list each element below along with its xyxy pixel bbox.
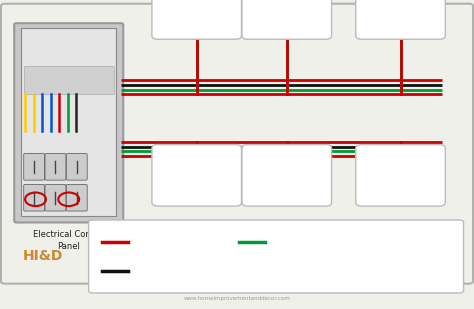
Text: Circuit 2: Circuit 2 [272, 23, 302, 29]
FancyBboxPatch shape [1, 4, 473, 284]
Text: Phase: Phase [133, 237, 155, 246]
Text: amp: amp [432, 237, 452, 246]
Text: amp: amp [432, 267, 452, 276]
Text: 32: 32 [422, 267, 432, 276]
FancyBboxPatch shape [24, 66, 114, 94]
FancyBboxPatch shape [24, 184, 45, 211]
Text: HI&D: HI&D [22, 249, 63, 264]
FancyBboxPatch shape [45, 154, 66, 180]
FancyBboxPatch shape [45, 184, 66, 211]
Text: Second
Washroom: Second Washroom [265, 157, 308, 177]
FancyBboxPatch shape [14, 23, 123, 222]
FancyBboxPatch shape [356, 0, 445, 39]
FancyBboxPatch shape [89, 220, 464, 293]
FancyBboxPatch shape [66, 184, 87, 211]
Text: www.homeimprovementanddecor.com: www.homeimprovementanddecor.com [183, 296, 291, 301]
Text: Circuit 1: Circuit 1 [182, 23, 212, 29]
Text: Circuit 3: Circuit 3 [385, 23, 416, 29]
Text: First
Washroom: First Washroom [265, 0, 308, 11]
FancyBboxPatch shape [66, 154, 87, 180]
FancyBboxPatch shape [242, 145, 331, 206]
Text: 16: 16 [422, 237, 432, 246]
Text: First
Bedroom: First Bedroom [178, 0, 215, 11]
FancyBboxPatch shape [242, 0, 331, 39]
FancyBboxPatch shape [24, 154, 45, 180]
Text: Circuit 5: Circuit 5 [386, 237, 419, 246]
FancyBboxPatch shape [152, 145, 241, 206]
Text: Circuit 6: Circuit 6 [386, 267, 419, 276]
Text: Line: Line [159, 267, 177, 276]
Text: Circuit 2: Circuit 2 [272, 190, 302, 196]
Text: Second
Bedroom: Second Bedroom [178, 157, 215, 177]
Text: Line: Line [153, 237, 171, 246]
Text: Circuit 4: Circuit 4 [182, 190, 212, 196]
Text: Neutral: Neutral [133, 267, 161, 276]
FancyBboxPatch shape [152, 0, 241, 39]
FancyBboxPatch shape [21, 28, 116, 216]
Text: Earthing: Earthing [270, 237, 303, 246]
Text: Electrical Control
Panel: Electrical Control Panel [33, 230, 105, 251]
Text: Living
Room: Living Room [389, 0, 412, 11]
FancyBboxPatch shape [356, 145, 445, 206]
Text: Circuit 4: Circuit 4 [385, 190, 416, 196]
Text: Line: Line [301, 237, 319, 246]
Text: Kitchen: Kitchen [385, 163, 416, 172]
